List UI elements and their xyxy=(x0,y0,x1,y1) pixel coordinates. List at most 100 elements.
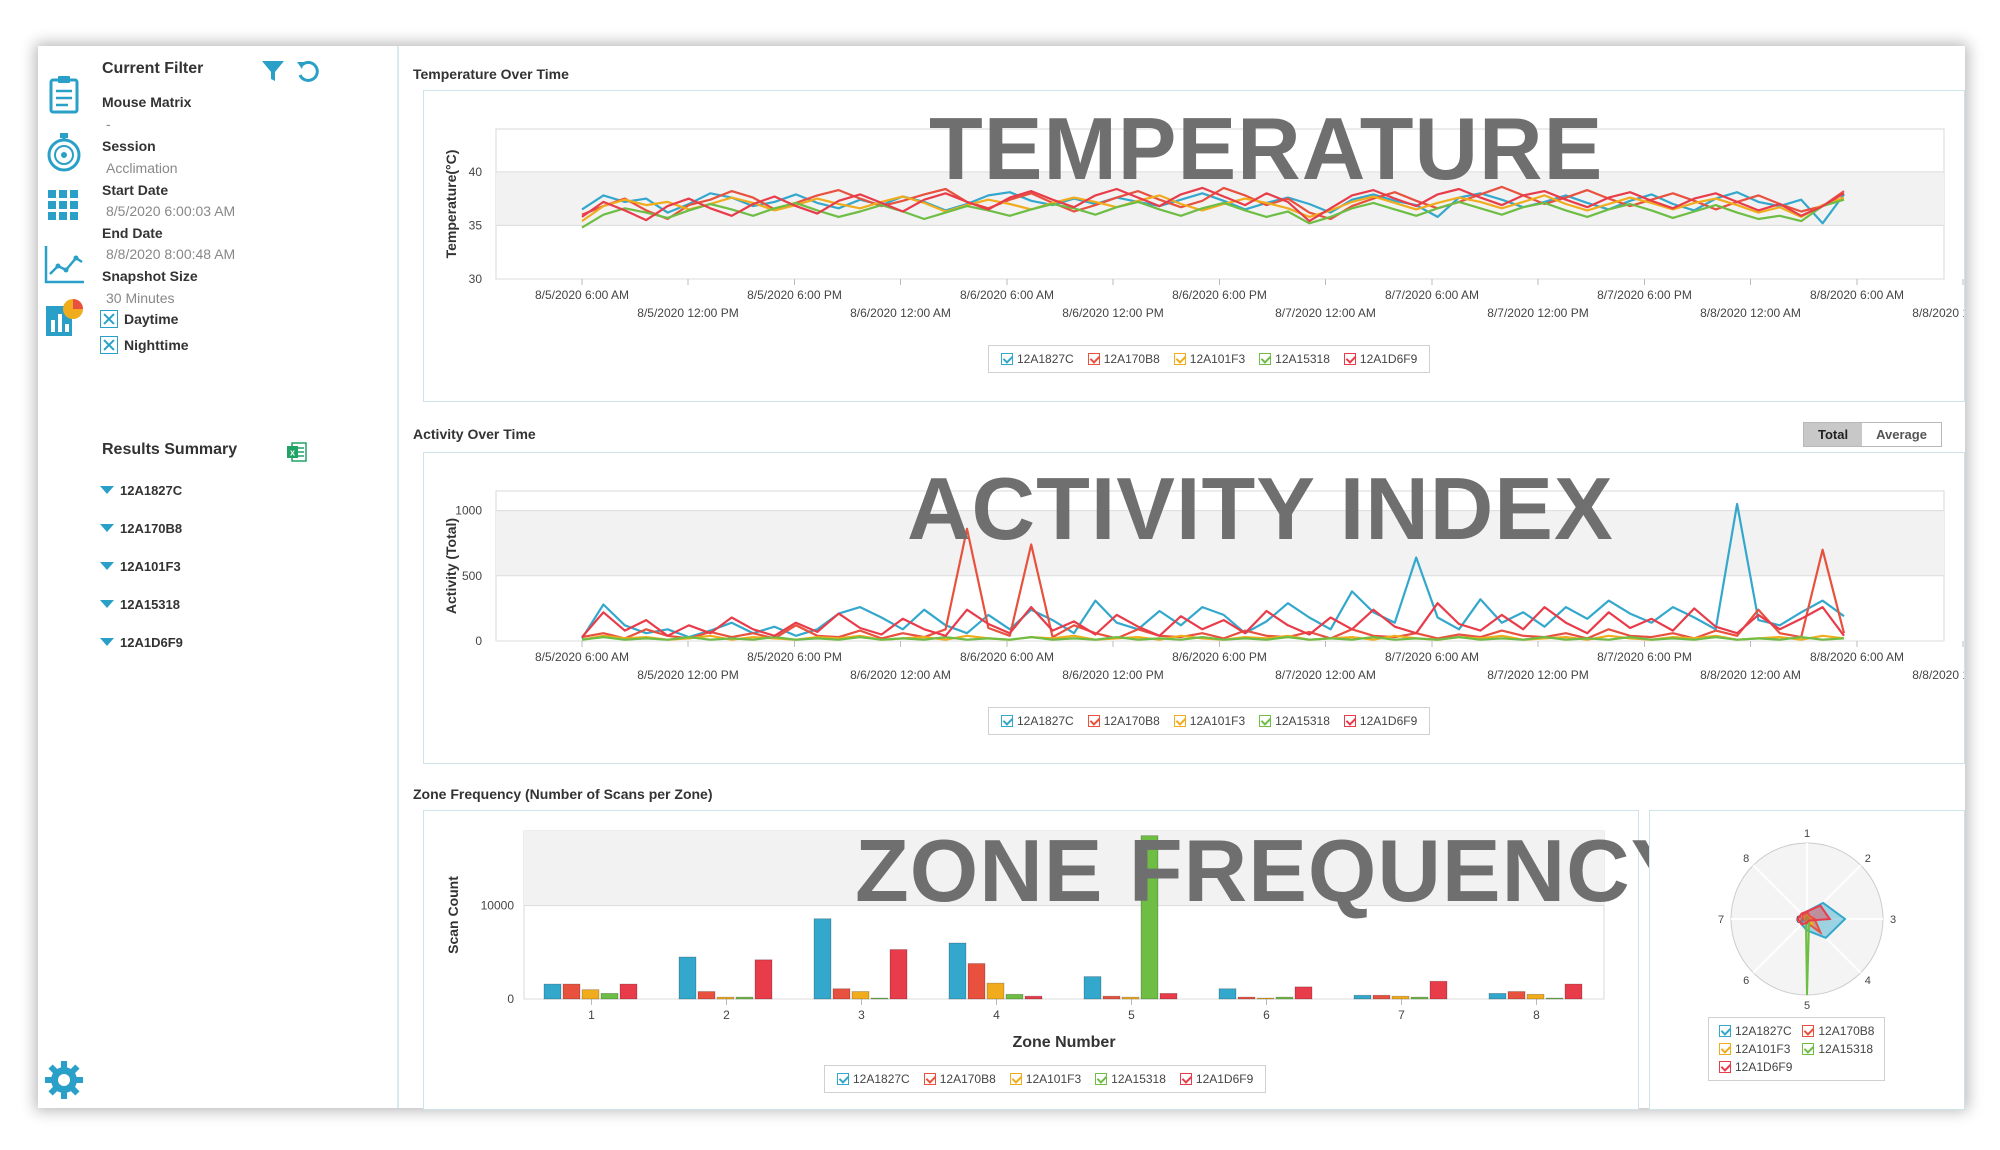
zone-legend: 12A1827C 12A170B8 12A101F3 12A15318 12A1D6F9 xyxy=(824,1065,1267,1093)
pie-chart-icon[interactable] xyxy=(42,296,86,340)
start-date-value: 8/5/2020 6:00:03 AM xyxy=(106,203,236,219)
legend-label: 12A15318 xyxy=(1111,1072,1166,1086)
y-tick-label: 10000 xyxy=(481,899,515,913)
filter-icon[interactable] xyxy=(260,58,286,84)
legend-item[interactable]: 12A15318 xyxy=(1259,352,1330,366)
result-item-label: 12A170B8 xyxy=(120,520,183,536)
total-average-toggle: Total Average xyxy=(1803,422,1942,447)
legend-label: 12A170B8 xyxy=(1103,714,1160,728)
x-tick-label: 8/6/2020 12:00 AM xyxy=(850,668,951,682)
legend-label: 12A1827C xyxy=(1017,714,1074,728)
expand-triangle-icon xyxy=(100,638,114,646)
mouse-matrix-value: - xyxy=(106,116,111,132)
legend-item[interactable]: 12A1827C xyxy=(837,1072,910,1086)
y-tick-label: 40 xyxy=(469,165,483,179)
clipboard-icon[interactable] xyxy=(42,72,86,116)
session-label: Session xyxy=(102,138,156,154)
legend-item[interactable]: 12A1D6F9 xyxy=(1719,1060,1792,1074)
legend-item[interactable]: 12A1D6F9 xyxy=(1343,352,1417,366)
bar xyxy=(1410,996,1429,1000)
legend-item[interactable]: 12A101F3 xyxy=(1009,1072,1081,1086)
nighttime-checkbox[interactable]: Nighttime xyxy=(100,334,189,356)
legend-item[interactable]: 12A15318 xyxy=(1259,714,1330,728)
bar xyxy=(1488,992,1507,1000)
x-tick-label: 8/8/2020 12:00 PM xyxy=(1912,306,1964,320)
total-toggle-button[interactable]: Total xyxy=(1804,423,1863,446)
legend-item[interactable]: 12A1D6F9 xyxy=(1179,1072,1254,1086)
radar-spoke xyxy=(1752,864,1808,920)
series-line xyxy=(581,191,1845,225)
x-tick-label: 8/6/2020 12:00 PM xyxy=(1062,668,1163,682)
x-tick-label: 5 xyxy=(1128,1008,1135,1022)
bar xyxy=(832,988,851,1000)
legend-item[interactable]: 12A170B8 xyxy=(923,1072,996,1086)
legend-label: 12A1D6F9 xyxy=(1195,1072,1254,1086)
series-line xyxy=(581,186,1845,223)
legend-item[interactable]: 12A15318 xyxy=(1802,1042,1874,1056)
stopwatch-icon[interactable] xyxy=(42,130,86,174)
x-tick-label: 8/6/2020 6:00 PM xyxy=(1172,650,1267,664)
x-tick-label: 8/5/2020 6:00 AM xyxy=(535,288,629,302)
radar-axis-label: 1 xyxy=(1804,828,1810,840)
legend-item[interactable]: 12A1D6F9 xyxy=(1343,714,1417,728)
result-item[interactable]: 12A101F3 xyxy=(100,556,181,576)
filter-panel: Current Filter Mouse Matrix - Session Ac… xyxy=(90,46,399,1108)
legend-checkbox-icon xyxy=(1802,1043,1815,1055)
expand-triangle-icon xyxy=(100,600,114,608)
x-tick-label: 8/7/2020 12:00 PM xyxy=(1487,668,1588,682)
icon-sidebar xyxy=(38,46,90,1108)
result-item-label: 12A101F3 xyxy=(120,558,181,574)
bar xyxy=(1159,992,1178,1000)
legend-item[interactable]: 12A15318 xyxy=(1095,1072,1166,1086)
bar xyxy=(948,942,967,1000)
result-item[interactable]: 12A170B8 xyxy=(100,518,182,538)
legend-checkbox-icon xyxy=(1343,715,1356,727)
bar xyxy=(678,956,697,1000)
checkbox-checked-icon xyxy=(100,336,118,354)
legend-item[interactable]: 12A1827C xyxy=(1001,352,1074,366)
legend-label: 12A1827C xyxy=(853,1072,910,1086)
radar-series xyxy=(1804,915,1811,996)
series-line xyxy=(581,636,1845,641)
gear-icon[interactable] xyxy=(42,1058,86,1102)
bar xyxy=(619,983,638,1000)
grid-icon[interactable] xyxy=(42,184,86,228)
x-tick-label: 8/5/2020 6:00 PM xyxy=(747,650,842,664)
result-item[interactable]: 12A1827C xyxy=(100,480,182,500)
bar xyxy=(1526,993,1545,1000)
radar-axis-label: 8 xyxy=(1743,853,1749,865)
result-item[interactable]: 12A15318 xyxy=(100,594,180,614)
session-value: Acclimation xyxy=(106,160,178,176)
radar-axis-label: 4 xyxy=(1865,975,1871,987)
x-tick-label: 8/5/2020 12:00 PM xyxy=(637,306,738,320)
nighttime-label: Nighttime xyxy=(124,337,189,353)
legend-item[interactable]: 12A170B8 xyxy=(1087,352,1160,366)
legend-item[interactable]: 12A170B8 xyxy=(1087,714,1160,728)
excel-export-icon[interactable]: x xyxy=(286,441,308,463)
radar-spoke xyxy=(1752,918,1808,974)
legend-item[interactable]: 12A101F3 xyxy=(1173,352,1245,366)
legend-item[interactable]: 12A170B8 xyxy=(1802,1024,1874,1038)
legend-item[interactable]: 12A101F3 xyxy=(1173,714,1245,728)
reset-icon[interactable] xyxy=(294,58,320,84)
result-item[interactable]: 12A1D6F9 xyxy=(100,632,183,652)
legend-item[interactable]: 12A101F3 xyxy=(1719,1042,1792,1056)
radar-axis-label: 5 xyxy=(1804,1000,1810,1011)
radar-axis-label: 3 xyxy=(1890,914,1896,926)
results-summary-title: Results Summary xyxy=(102,441,238,458)
legend-item[interactable]: 12A1827C xyxy=(1719,1024,1792,1038)
line-chart-icon[interactable] xyxy=(42,242,86,286)
daytime-checkbox[interactable]: Daytime xyxy=(100,308,178,330)
average-toggle-button[interactable]: Average xyxy=(1862,423,1941,446)
legend-checkbox-icon xyxy=(1173,353,1186,365)
bar xyxy=(581,989,600,1000)
bar xyxy=(870,997,889,1000)
bar xyxy=(697,991,716,1000)
x-tick-label: 8/5/2020 6:00 PM xyxy=(747,288,842,302)
zone-chart-panel: 0 10000 Scan Count 1 2 3 4 5 6 7 8 Zone Number 12A1… xyxy=(423,810,1639,1110)
y-tick-label: 0 xyxy=(507,992,514,1006)
legend-item[interactable]: 12A1827C xyxy=(1001,714,1074,728)
